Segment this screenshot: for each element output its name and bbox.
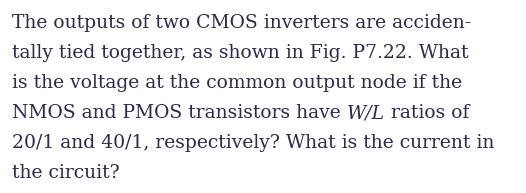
Text: tally tied together, as shown in Fig. P7.22. What: tally tied together, as shown in Fig. P7… <box>12 44 469 62</box>
Text: ratios of: ratios of <box>385 104 469 122</box>
Text: is the voltage at the common output node if the: is the voltage at the common output node… <box>12 74 462 92</box>
Text: W/L: W/L <box>347 104 385 122</box>
Text: 20/1 and 40/1, respectively? What is the current in: 20/1 and 40/1, respectively? What is the… <box>12 134 494 152</box>
Text: The outputs of two CMOS inverters are acciden-: The outputs of two CMOS inverters are ac… <box>12 14 471 32</box>
Text: NMOS and PMOS transistors have: NMOS and PMOS transistors have <box>12 104 347 122</box>
Text: the circuit?: the circuit? <box>12 164 119 182</box>
